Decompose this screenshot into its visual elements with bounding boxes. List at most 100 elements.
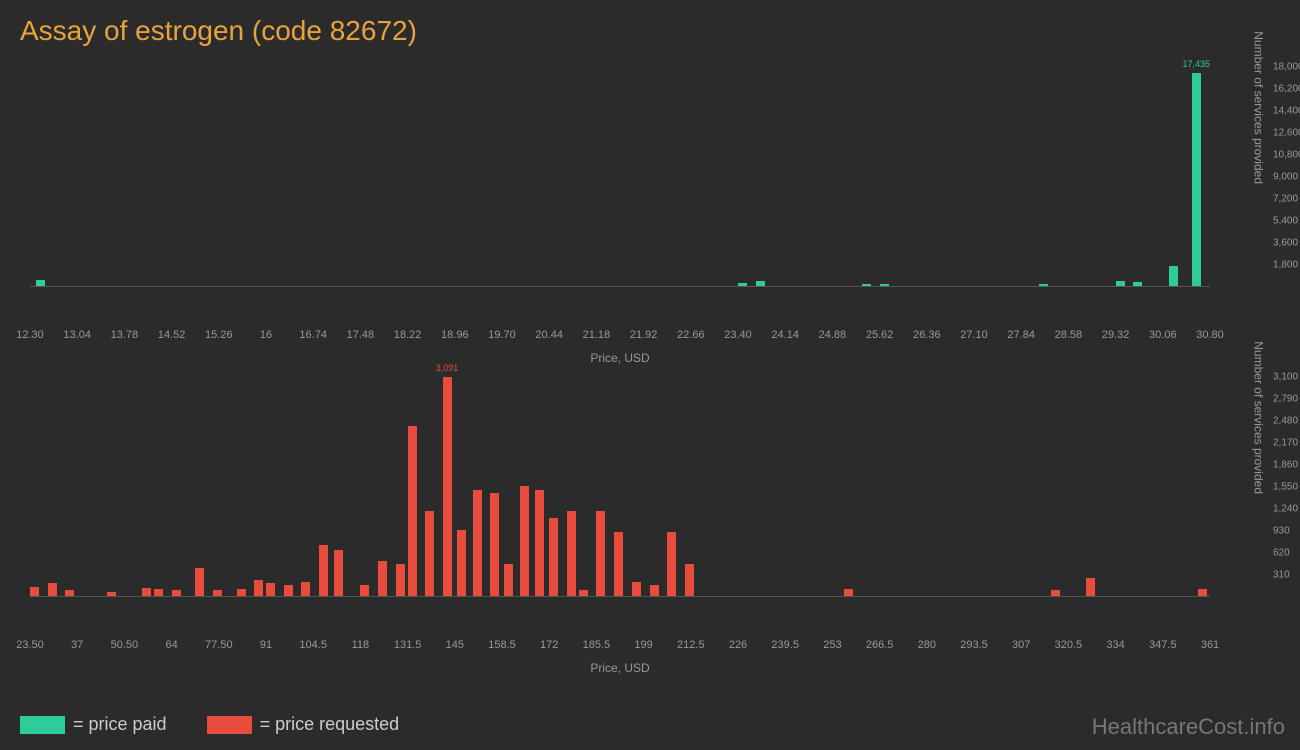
bar <box>1169 266 1178 286</box>
bar <box>254 580 263 596</box>
x-tick: 24.14 <box>771 329 799 341</box>
bar <box>567 511 576 596</box>
bar <box>266 583 275 596</box>
bar <box>172 590 181 596</box>
y-tick: 2,480 <box>1273 416 1298 427</box>
x-tick: 307 <box>1012 639 1030 651</box>
y-tick: 1,240 <box>1273 504 1298 515</box>
x-tick: 280 <box>918 639 936 651</box>
chart-price-requested: 3,091 23.503750.506477.5091104.5118131.5… <box>30 377 1270 637</box>
x-tick: 347.5 <box>1149 639 1177 651</box>
bar <box>48 583 57 596</box>
bar <box>579 590 588 596</box>
bar <box>862 284 871 286</box>
y-tick: 1,860 <box>1273 460 1298 471</box>
x-tick: 266.5 <box>866 639 894 651</box>
x-tick: 23.40 <box>724 329 752 341</box>
x-tick: 20.44 <box>535 329 563 341</box>
bar <box>880 284 889 286</box>
bar <box>667 532 676 596</box>
x-tick: 30.06 <box>1149 329 1177 341</box>
legend: = price paid = price requested <box>20 714 399 735</box>
bar <box>1198 589 1207 596</box>
x-tick: 334 <box>1106 639 1124 651</box>
y-tick: 10,800 <box>1273 150 1300 161</box>
bar <box>213 590 222 596</box>
x-tick: 253 <box>823 639 841 651</box>
y-tick: 18,000 <box>1273 62 1300 73</box>
x-tick: 320.5 <box>1055 639 1083 651</box>
y-tick: 3,600 <box>1273 238 1298 249</box>
bar <box>1086 578 1095 596</box>
x-tick: 13.78 <box>111 329 139 341</box>
bar <box>36 280 45 286</box>
y-tick: 2,790 <box>1273 394 1298 405</box>
bar <box>65 590 74 596</box>
bar <box>319 545 328 596</box>
bar <box>408 426 417 596</box>
bar <box>632 582 641 596</box>
bar <box>520 486 529 596</box>
bar <box>378 561 387 596</box>
bar <box>1051 590 1060 596</box>
x-tick: 16 <box>260 329 272 341</box>
x-tick: 28.58 <box>1055 329 1083 341</box>
bar <box>237 589 246 596</box>
y-tick: 5,400 <box>1273 216 1298 227</box>
bar <box>425 511 434 596</box>
bar <box>535 490 544 596</box>
x-tick: 18.22 <box>394 329 422 341</box>
legend-label-requested: = price requested <box>260 714 400 735</box>
legend-swatch-paid <box>20 716 65 734</box>
bar <box>738 283 747 286</box>
x-tick: 361 <box>1201 639 1219 651</box>
x-tick: 199 <box>634 639 652 651</box>
x-axis-label-bottom: Price, USD <box>590 661 649 675</box>
bar <box>1116 281 1125 287</box>
x-tick: 131.5 <box>394 639 422 651</box>
x-tick: 37 <box>71 639 83 651</box>
y-tick: 12,600 <box>1273 128 1300 139</box>
x-axis-label-top: Price, USD <box>590 351 649 365</box>
legend-label-paid: = price paid <box>73 714 167 735</box>
x-tick: 12.30 <box>16 329 44 341</box>
x-tick: 21.92 <box>630 329 658 341</box>
x-tick: 14.52 <box>158 329 186 341</box>
x-tick: 16.74 <box>299 329 327 341</box>
x-tick: 64 <box>165 639 177 651</box>
x-tick: 50.50 <box>111 639 139 651</box>
x-tick: 23.50 <box>16 639 44 651</box>
x-tick: 172 <box>540 639 558 651</box>
bar <box>549 518 558 596</box>
bar <box>1039 284 1048 286</box>
x-tick: 26.36 <box>913 329 941 341</box>
y-tick: 7,200 <box>1273 194 1298 205</box>
x-tick: 145 <box>446 639 464 651</box>
x-tick: 15.26 <box>205 329 233 341</box>
bar <box>504 564 513 596</box>
bar <box>473 490 482 596</box>
y-tick: 1,800 <box>1273 260 1298 271</box>
y-axis-label-top: Number of services provided <box>1252 31 1266 184</box>
x-tick: 25.62 <box>866 329 894 341</box>
bar <box>650 585 659 596</box>
y-tick: 930 <box>1273 526 1290 537</box>
bar <box>1133 282 1142 286</box>
x-tick: 118 <box>352 639 370 651</box>
y-tick: 2,170 <box>1273 438 1298 449</box>
x-tick: 22.66 <box>677 329 705 341</box>
bar <box>396 564 405 596</box>
bar <box>614 532 623 596</box>
x-tick: 226 <box>729 639 747 651</box>
x-tick: 19.70 <box>488 329 516 341</box>
bar <box>30 587 39 596</box>
bar <box>1192 73 1201 286</box>
y-tick: 310 <box>1273 570 1290 581</box>
x-tick: 293.5 <box>960 639 988 651</box>
x-tick: 239.5 <box>771 639 799 651</box>
legend-item-requested: = price requested <box>207 714 400 735</box>
y-tick: 3,100 <box>1273 372 1298 383</box>
x-tick: 27.84 <box>1007 329 1035 341</box>
bar <box>443 377 452 596</box>
x-tick: 27.10 <box>960 329 988 341</box>
